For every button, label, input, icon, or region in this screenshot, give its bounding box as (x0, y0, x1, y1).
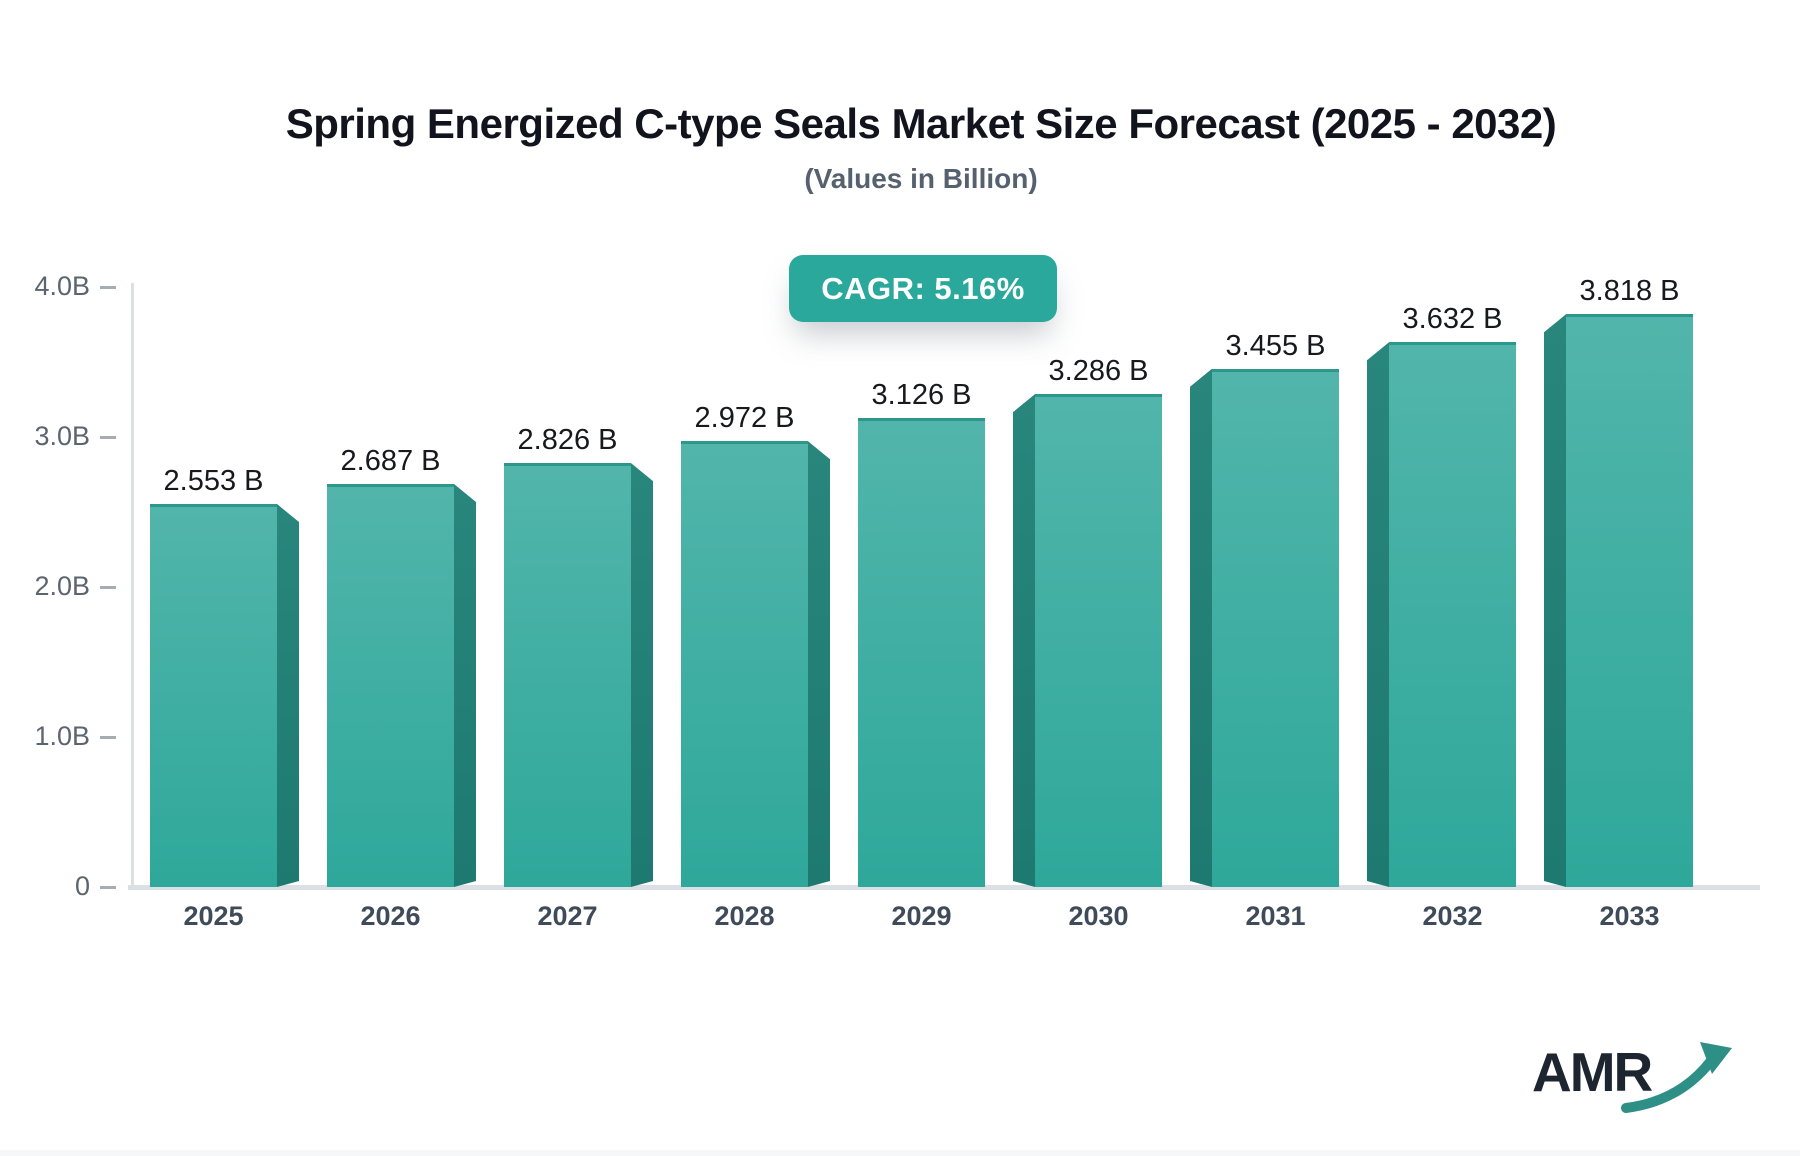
bar-value-label: 3.818 B (1579, 275, 1680, 308)
x-tick-label: 2029 (891, 901, 952, 931)
bar-3d-side (1367, 342, 1389, 887)
bar-2033 (1566, 314, 1693, 887)
bar-2031 (1212, 368, 1339, 887)
growth-arrow-icon (1621, 1042, 1732, 1113)
y-tick-dash (100, 436, 116, 439)
x-tick-label: 2025 (183, 901, 244, 931)
amr-logo: AMR (1532, 1034, 1762, 1124)
x-tick-label: 2028 (714, 901, 775, 931)
x-tick-label: 2026 (360, 901, 421, 931)
bar-2028 (681, 441, 808, 887)
bar-3d-side (454, 484, 476, 887)
bar-2027 (504, 463, 631, 887)
bar-value-label: 3.126 B (871, 379, 972, 412)
bar-2026 (327, 483, 454, 887)
bar-3d-side (808, 441, 830, 887)
chart-subtitle: (Values in Billion) (804, 163, 1038, 194)
bar-2029 (858, 418, 985, 887)
bar-3d-side (1544, 314, 1566, 887)
bar-2030 (1035, 394, 1162, 887)
y-tick-label: 4.0B (34, 271, 90, 301)
x-tick-label: 2027 (537, 901, 598, 931)
cagr-badge-label: CAGR: 5.16% (821, 270, 1025, 306)
y-tick-dash (100, 586, 116, 589)
x-axis-line (128, 885, 1760, 890)
bar-value-label: 2.972 B (694, 402, 795, 435)
bar-3d-side (1013, 394, 1035, 887)
bar-2025 (150, 504, 277, 887)
y-tick-label: 1.0B (34, 721, 90, 751)
bar-value-label: 3.632 B (1402, 303, 1503, 336)
y-axis-line (131, 283, 134, 887)
x-tick-label: 2032 (1422, 901, 1483, 931)
x-tick-label: 2033 (1599, 901, 1660, 931)
y-tick-label: 0 (74, 871, 90, 901)
x-tick-label: 2031 (1245, 901, 1306, 931)
bar-value-label: 2.826 B (517, 424, 618, 457)
y-tick-label: 3.0B (34, 421, 90, 451)
bar-3d-side (277, 504, 299, 887)
y-tick-dash (100, 736, 116, 739)
y-tick-dash (100, 286, 116, 289)
bar-2032 (1389, 342, 1516, 887)
bar-value-label: 3.455 B (1225, 329, 1326, 362)
y-tick-label: 2.0B (34, 571, 90, 601)
bar-value-label: 2.687 B (340, 444, 441, 477)
y-tick-dash (100, 886, 116, 889)
x-tick-label: 2030 (1068, 901, 1129, 931)
bar-value-label: 2.553 B (163, 465, 264, 498)
bar-value-label: 3.286 B (1048, 355, 1149, 388)
chart-title: Spring Energized C-type Seals Market Siz… (285, 100, 1557, 147)
amr-logo-text: AMR (1532, 1041, 1653, 1103)
bar-3d-side (631, 463, 653, 887)
bottom-edge-strip (0, 1150, 1800, 1156)
cagr-badge: CAGR: 5.16% (789, 255, 1057, 322)
bar-3d-side (1190, 369, 1212, 887)
